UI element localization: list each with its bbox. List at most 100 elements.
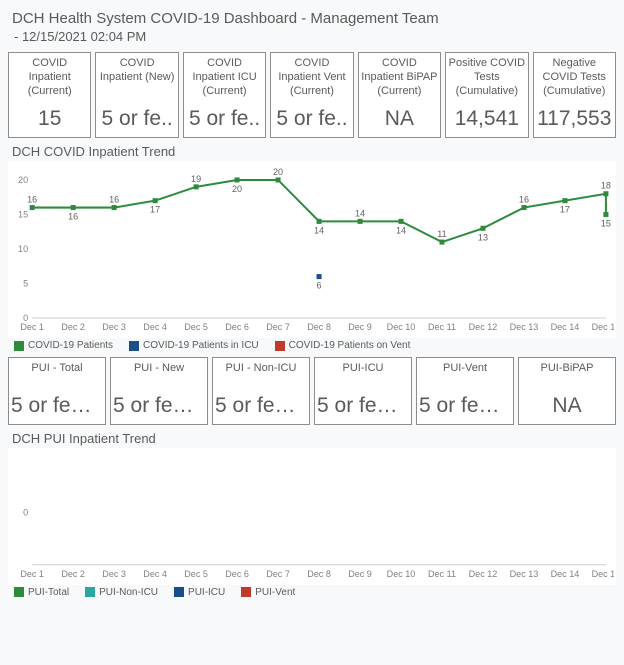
kpi-value: 5 or fe.. (189, 107, 260, 131)
kpi-label: PUI-Vent (443, 362, 487, 376)
kpi-mid-row: PUI - Total 5 or fewer PUI - New 5 or fewer… (8, 357, 616, 425)
svg-text:Dec 10: Dec 10 (387, 322, 416, 332)
svg-text:Dec 3: Dec 3 (102, 569, 126, 579)
svg-text:13: 13 (478, 232, 488, 242)
svg-text:Dec 14: Dec 14 (551, 322, 580, 332)
kpi-label: Negative COVID Tests (Cumulative) (536, 57, 613, 98)
svg-text:Dec 4: Dec 4 (143, 322, 167, 332)
legend-item: PUI-Vent (241, 587, 295, 598)
kpi-value: 5 or fewer (11, 394, 103, 418)
page-subtitle: - 12/15/2021 02:04 PM (14, 29, 616, 44)
chart2-title: DCH PUI Inpatient Trend (12, 431, 616, 446)
svg-text:Dec 13: Dec 13 (510, 569, 539, 579)
svg-text:17: 17 (560, 205, 570, 215)
kpi-value: 5 or fewer (419, 394, 511, 418)
kpi-card: COVID Inpatient (New) 5 or fe.. (95, 52, 178, 138)
legend-item: PUI-Non-ICU (85, 587, 158, 598)
kpi-value: 5 or fewer (215, 394, 307, 418)
svg-text:Dec 15: Dec 15 (592, 322, 614, 332)
kpi-label: COVID Inpatient (New) (98, 57, 175, 85)
chart1-area: 05101520Dec 1Dec 2Dec 3Dec 4Dec 5Dec 6De… (8, 161, 616, 338)
legend-item: PUI-ICU (174, 587, 225, 598)
page-title: DCH Health System COVID-19 Dashboard - M… (12, 10, 616, 27)
svg-text:16: 16 (109, 195, 119, 205)
svg-text:Dec 3: Dec 3 (102, 322, 126, 332)
svg-text:18: 18 (601, 181, 611, 191)
svg-text:Dec 8: Dec 8 (307, 322, 331, 332)
svg-text:Dec 4: Dec 4 (143, 569, 167, 579)
kpi-card: COVID Inpatient (Current)15 (8, 52, 91, 138)
kpi-card: Negative COVID Tests (Cumulative) 117,553 (533, 52, 616, 138)
svg-text:Dec 9: Dec 9 (348, 322, 372, 332)
svg-text:Dec 7: Dec 7 (266, 322, 290, 332)
legend-item: COVID-19 Patients (14, 340, 113, 351)
kpi-label: COVID Inpatient Vent (Current) (273, 57, 350, 98)
svg-text:Dec 6: Dec 6 (225, 322, 249, 332)
kpi-label: PUI-ICU (343, 362, 384, 376)
legend-label: PUI-Non-ICU (99, 587, 158, 598)
svg-text:20: 20 (273, 167, 283, 177)
legend-swatch (14, 587, 24, 597)
svg-text:Dec 11: Dec 11 (428, 322, 456, 332)
kpi-card: COVID Inpatient Vent (Current) 5 or fe.. (270, 52, 353, 138)
kpi-top-row: COVID Inpatient (Current)15COVID Inpatie… (8, 52, 616, 138)
chart1-legend: COVID-19 Patients COVID-19 Patients in IC… (8, 338, 616, 357)
legend-label: PUI-Vent (255, 587, 295, 598)
kpi-card: Positive COVID Tests (Cumulative) 14,541 (445, 52, 528, 138)
legend-swatch (174, 587, 184, 597)
chart2-svg: 0Dec 1Dec 2Dec 3Dec 4Dec 5Dec 6Dec 7Dec … (10, 452, 614, 583)
kpi-value: 5 or fe.. (276, 107, 347, 131)
kpi-label: PUI - Non-ICU (226, 362, 297, 376)
svg-text:14: 14 (355, 208, 365, 218)
kpi-card: PUI - Total 5 or fewer (8, 357, 106, 425)
kpi-card: PUI-Vent 5 or fewer (416, 357, 514, 425)
svg-text:Dec 6: Dec 6 (225, 569, 249, 579)
svg-text:5: 5 (23, 279, 28, 289)
kpi-card: COVID Inpatient BiPAP (Current)NA (358, 52, 441, 138)
kpi-label: COVID Inpatient BiPAP (Current) (361, 57, 438, 98)
kpi-card: COVID Inpatient ICU (Current)5 or fe.. (183, 52, 266, 138)
svg-text:Dec 9: Dec 9 (348, 569, 372, 579)
svg-text:Dec 12: Dec 12 (469, 569, 498, 579)
svg-text:Dec 1: Dec 1 (20, 569, 44, 579)
svg-text:16: 16 (27, 195, 37, 205)
svg-text:14: 14 (396, 225, 406, 235)
svg-text:6: 6 (317, 281, 322, 291)
svg-text:Dec 8: Dec 8 (307, 569, 331, 579)
kpi-value: 14,541 (455, 107, 519, 131)
svg-text:14: 14 (314, 225, 324, 235)
legend-label: COVID-19 Patients on Vent (289, 340, 411, 351)
legend-swatch (241, 587, 251, 597)
kpi-label: PUI - Total (31, 362, 82, 376)
svg-text:20: 20 (232, 184, 242, 194)
svg-text:17: 17 (150, 205, 160, 215)
kpi-card: PUI-BiPAPNA (518, 357, 616, 425)
kpi-label: PUI - New (134, 362, 184, 376)
kpi-value: 117,553 (537, 107, 611, 131)
svg-text:Dec 12: Dec 12 (469, 322, 498, 332)
chart2-legend: PUI-TotalPUI-Non-ICUPUI-ICUPUI-Vent (8, 585, 616, 604)
svg-text:10: 10 (18, 244, 28, 254)
kpi-value: 5 or fewer (317, 394, 409, 418)
legend-item: COVID-19 Patients on Vent (275, 340, 411, 351)
chart1-svg: 05101520Dec 1Dec 2Dec 3Dec 4Dec 5Dec 6De… (10, 165, 614, 336)
svg-text:Dec 11: Dec 11 (428, 569, 456, 579)
svg-text:Dec 1: Dec 1 (20, 322, 44, 332)
legend-swatch (275, 341, 285, 351)
svg-text:Dec 5: Dec 5 (184, 569, 208, 579)
svg-text:15: 15 (601, 219, 611, 229)
kpi-value: NA (552, 394, 581, 418)
svg-text:Dec 2: Dec 2 (61, 569, 85, 579)
svg-text:Dec 14: Dec 14 (551, 569, 580, 579)
kpi-label: COVID Inpatient (Current) (11, 57, 88, 98)
kpi-label: Positive COVID Tests (Cumulative) (448, 57, 525, 98)
legend-swatch (14, 341, 24, 351)
kpi-value: 5 or fe.. (102, 107, 173, 131)
svg-text:19: 19 (191, 174, 201, 184)
legend-label: COVID-19 Patients in ICU (143, 340, 259, 351)
legend-item: COVID-19 Patients in ICU (129, 340, 259, 351)
svg-text:Dec 13: Dec 13 (510, 322, 539, 332)
svg-text:Dec 10: Dec 10 (387, 569, 416, 579)
svg-text:0: 0 (23, 508, 28, 518)
kpi-card: PUI-ICU 5 or fewer (314, 357, 412, 425)
